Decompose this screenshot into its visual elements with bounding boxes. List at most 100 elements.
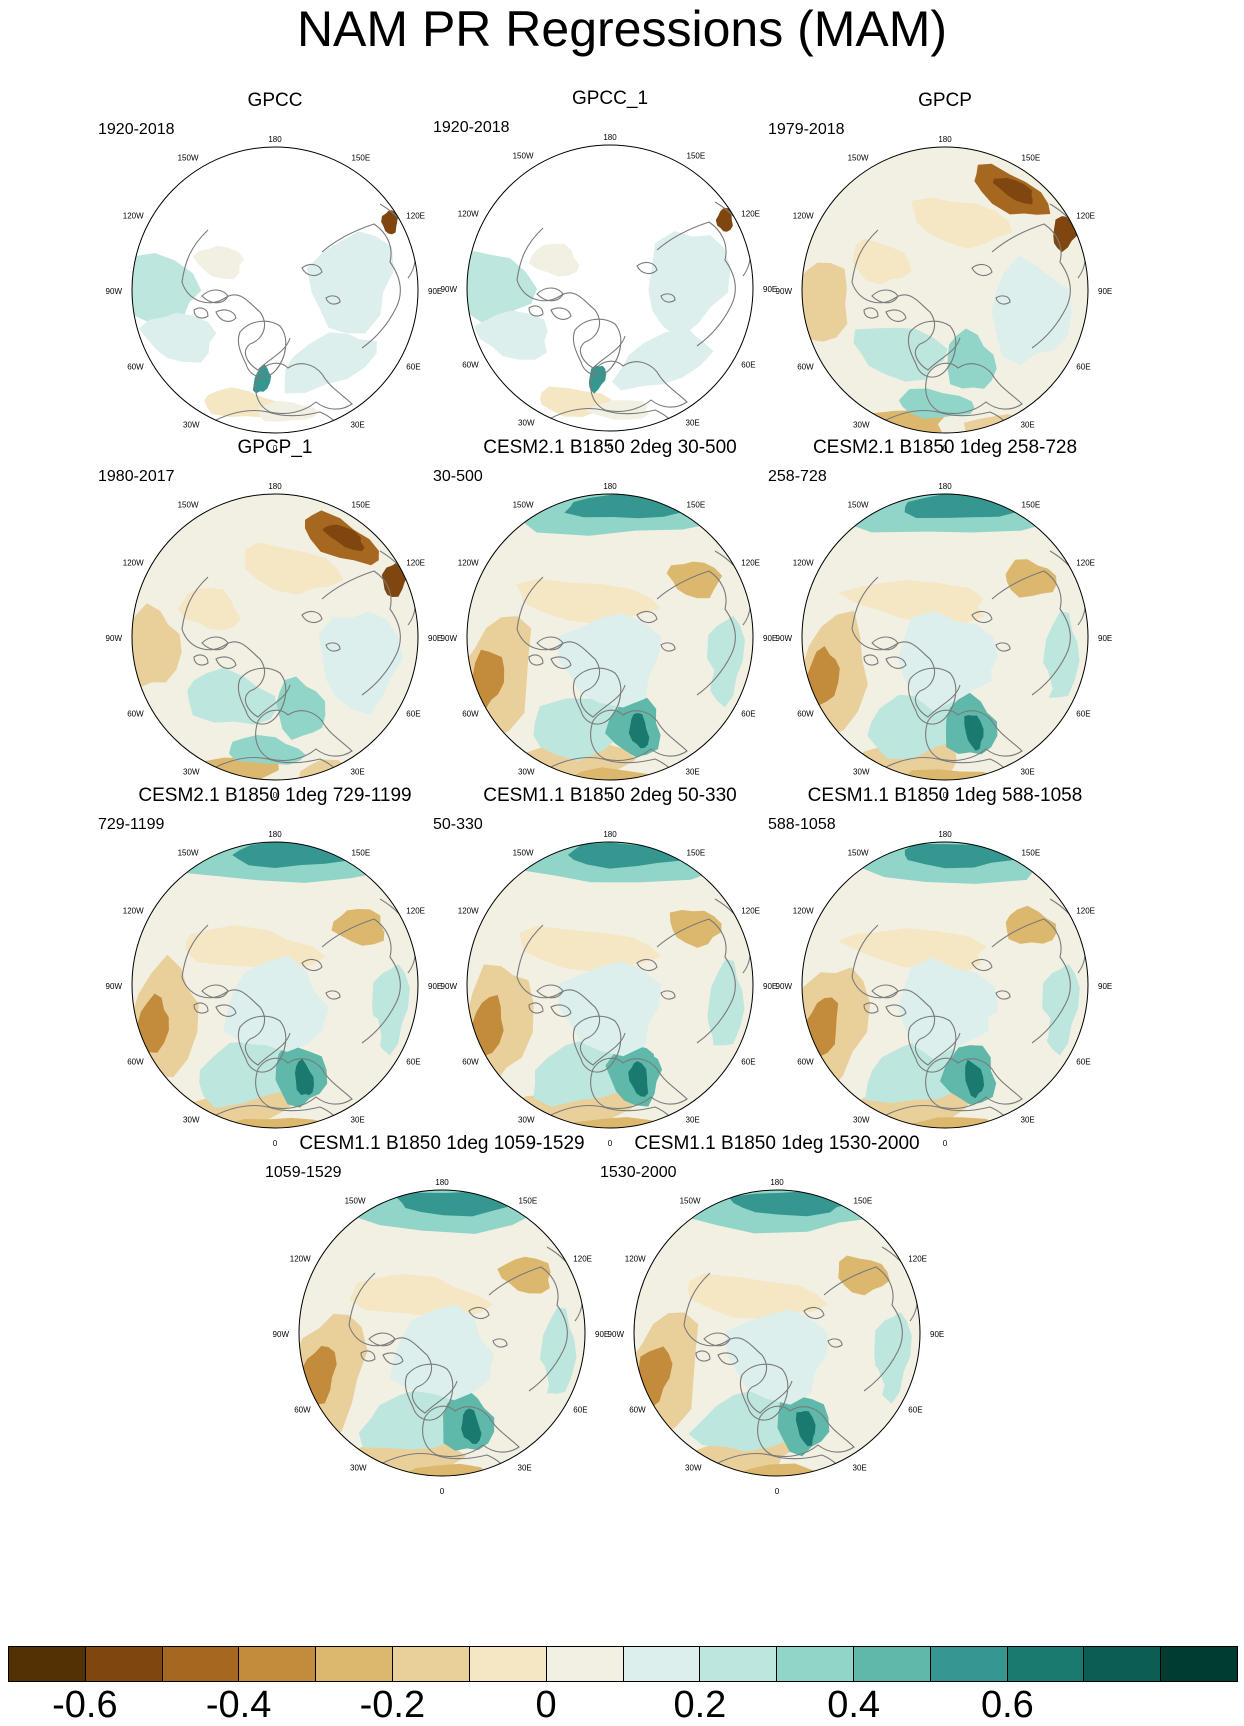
longitude-label: 120W [123, 907, 144, 916]
longitude-label: 120E [908, 1255, 927, 1264]
map-panel: CESM2.1 B1850 1deg 729-1199 180 150E 120E 90… [90, 785, 460, 1165]
panel-title: CESM2.1 B1850 2deg 30-500 [483, 437, 737, 458]
colorbar-tick-label: 0 [535, 1684, 557, 1726]
longitude-label: 30E [686, 1115, 700, 1124]
longitude-label: 30W [350, 1463, 367, 1472]
longitude-label: 0 [273, 791, 278, 800]
longitude-label: 90E [1098, 982, 1112, 991]
polar-map: 180 150E 120E 90E 60E 30E 0 30W 60W 90W 120W 150W [273, 1178, 610, 1496]
longitude-label: 60E [908, 1406, 922, 1415]
map-panel: GPCC_1 180 150E 120E 90E 60E 30E 0 30W 60W 90W 120W… [425, 88, 795, 468]
map-boundary [466, 841, 754, 1129]
longitude-label: 150W [178, 849, 199, 858]
longitude-label: 0 [608, 791, 613, 800]
map-boundary [801, 493, 1089, 781]
panel-period: 588-1058 [768, 816, 836, 833]
longitude-label: 30W [853, 420, 870, 429]
longitude-label: 30W [853, 767, 870, 776]
longitude-label: 150E [352, 501, 371, 510]
longitude-label: 150W [178, 154, 199, 163]
longitude-label: 120W [123, 559, 144, 568]
longitude-label: 30W [518, 418, 535, 427]
longitude-label: 180 [603, 133, 617, 142]
colorbar-tick-label: 0.6 [980, 1684, 1034, 1726]
longitude-label: 150W [178, 501, 199, 510]
colorbar-cell [546, 1647, 624, 1681]
longitude-label: 120E [1076, 907, 1095, 916]
longitude-label: 120E [406, 559, 425, 568]
longitude-label: 150E [1022, 849, 1041, 858]
longitude-label: 30E [351, 420, 365, 429]
longitude-label: 180 [938, 482, 952, 491]
longitude-label: 120E [741, 559, 760, 568]
map-panel: GPCP_1 180 150E 120E 90E 60E 30E 0 30W 60W 90W 120W… [90, 437, 460, 817]
map-panel: CESM1.1 B1850 2deg 50-330 180 150E 120E 90E 6… [425, 785, 795, 1165]
colorbar [8, 1646, 1238, 1682]
longitude-label: 60E [741, 1058, 755, 1067]
longitude-label: 0 [943, 1139, 948, 1148]
map-boundary [298, 1189, 586, 1477]
longitude-label: 120W [793, 212, 814, 221]
panel-title: CESM1.1 B1850 1deg 588-1058 [807, 785, 1083, 806]
longitude-label: 150W [848, 501, 869, 510]
map-boundary [466, 493, 754, 781]
longitude-label: 60W [294, 1406, 311, 1415]
map-panel: CESM2.1 B1850 2deg 30-500 180 150E 120E 90E 6… [425, 437, 795, 817]
colorbar-cell [239, 1647, 317, 1681]
longitude-label: 120W [458, 559, 479, 568]
longitude-label: 30W [853, 1115, 870, 1124]
colorbar-cell [930, 1647, 1008, 1681]
longitude-label: 60E [573, 1406, 587, 1415]
longitude-label: 150E [519, 1197, 538, 1206]
map-panel: CESM1.1 B1850 1deg 1530-2000 180 150E 120E 9… [592, 1133, 962, 1513]
polar-map: 180 150E 120E 90E 60E 30E 0 30W 60W 90W 120W 150W [106, 482, 443, 800]
longitude-label: 120W [625, 1255, 646, 1264]
longitude-label: 150E [352, 154, 371, 163]
longitude-label: 120E [573, 1255, 592, 1264]
longitude-label: 180 [603, 830, 617, 839]
colorbar-tick-label: -0.4 [205, 1684, 272, 1726]
longitude-label: 120W [123, 212, 144, 221]
longitude-label: 30E [1021, 767, 1035, 776]
longitude-label: 90E [763, 982, 777, 991]
longitude-label: 90W [776, 634, 793, 643]
colorbar-cell [1161, 1647, 1237, 1681]
panel-period: 729-1199 [98, 816, 165, 833]
longitude-label: 60E [406, 710, 420, 719]
longitude-label: 30W [518, 767, 535, 776]
longitude-label: 0 [775, 1487, 780, 1496]
longitude-label: 90E [595, 1330, 609, 1339]
longitude-label: 60W [127, 710, 144, 719]
longitude-label: 60W [127, 1058, 144, 1067]
panel-title: CESM1.1 B1850 1deg 1059-1529 [299, 1133, 585, 1154]
longitude-label: 150W [680, 1197, 701, 1206]
map-boundary [801, 841, 1089, 1129]
longitude-label: 90W [441, 634, 458, 643]
longitude-label: 90W [106, 982, 123, 991]
panel-period: 1059-1529 [265, 1164, 342, 1181]
longitude-label: 90W [441, 982, 458, 991]
longitude-label: 180 [268, 830, 282, 839]
longitude-label: 150E [1022, 501, 1041, 510]
longitude-label: 60E [1076, 1058, 1090, 1067]
longitude-label: 90W [776, 982, 793, 991]
longitude-label: 90W [106, 287, 123, 296]
longitude-label: 120E [741, 210, 760, 219]
longitude-label: 90E [428, 287, 442, 296]
colorbar-tick-label: 0.2 [673, 1684, 727, 1726]
longitude-label: 150W [345, 1197, 366, 1206]
longitude-label: 30E [686, 767, 700, 776]
longitude-label: 90W [106, 634, 123, 643]
longitude-label: 30E [518, 1463, 532, 1472]
longitude-label: 60E [406, 363, 420, 372]
longitude-label: 150E [854, 1197, 873, 1206]
colorbar-cell [162, 1647, 240, 1681]
panel-title: GPCP [918, 90, 972, 111]
colorbar-cell [9, 1647, 86, 1681]
longitude-label: 30W [183, 420, 200, 429]
longitude-label: 90W [608, 1330, 625, 1339]
panel-period: 1980-2017 [98, 468, 175, 485]
longitude-label: 150W [513, 849, 534, 858]
longitude-label: 180 [938, 830, 952, 839]
longitude-label: 60W [462, 1058, 479, 1067]
